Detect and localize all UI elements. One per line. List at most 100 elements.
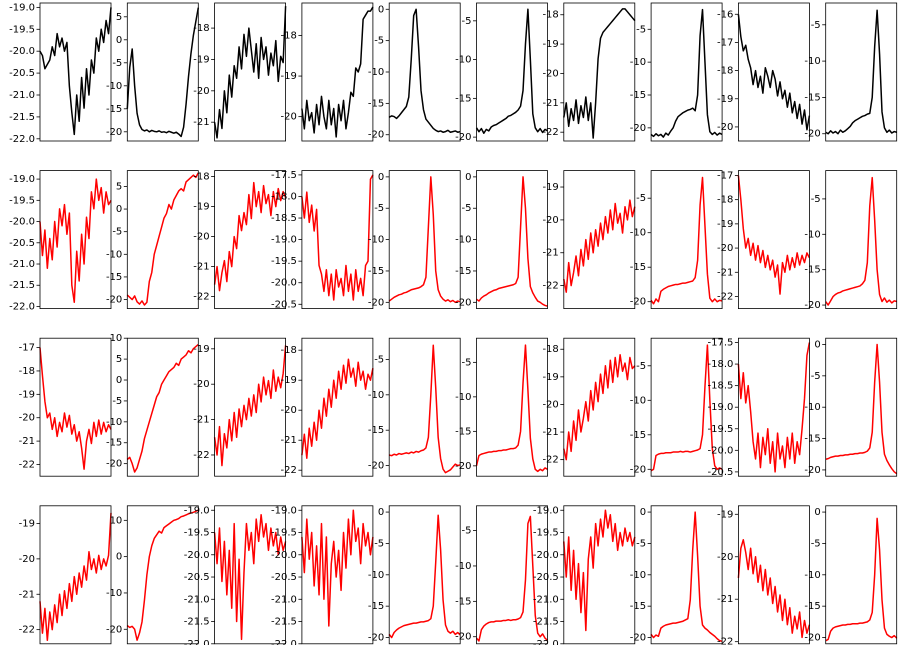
- y-tick-label: -19: [281, 71, 297, 82]
- series-line: [213, 345, 287, 467]
- subplot: -19 -20 -21 -22: [542, 170, 636, 310]
- y-tick-label: -19.0: [271, 505, 297, 516]
- y-tick-label: -10: [455, 392, 471, 403]
- y-tick-label: -20: [368, 633, 384, 644]
- subplot: -19.0 -19.5 -20.0 -20.5 -21.0 -21.5 -22.0: [9, 170, 112, 312]
- series-line: [301, 358, 374, 459]
- y-tick-label: -15: [106, 438, 122, 449]
- y-tick-label: -19.0: [708, 402, 734, 413]
- y-tick-label: -20: [542, 399, 558, 410]
- y-tick-label: -5: [374, 354, 384, 365]
- y-tick-label: -20.5: [271, 572, 297, 583]
- y-tick-label: 5: [116, 181, 122, 192]
- y-tick-label: 0: [378, 172, 384, 183]
- y-tick-label: -15: [630, 262, 646, 273]
- y-tick-label: 0: [640, 507, 646, 518]
- y-tick-label: -15: [804, 265, 820, 276]
- subplot: -5 -10 -15 -20: [455, 2, 548, 143]
- plot-frame: [825, 505, 898, 645]
- series-line: [825, 9, 897, 135]
- y-tick-label: -10: [368, 390, 384, 401]
- y-tick-label: -20: [542, 215, 558, 226]
- y-tick-label: -10: [106, 249, 122, 260]
- series-line: [650, 176, 723, 305]
- y-tick-label: -19: [193, 54, 209, 65]
- y-tick-label: -21: [281, 435, 297, 446]
- y-tick-label: -15: [455, 596, 471, 607]
- subplot: -19 -20 -21 -22: [193, 337, 287, 477]
- y-tick-label: -20.5: [9, 238, 35, 249]
- subplot: 0 -5 -10 -15 -20: [368, 2, 461, 142]
- y-tick-label: -17: [717, 170, 733, 181]
- plot-frame: [301, 505, 374, 645]
- plot-frame: [301, 337, 374, 477]
- y-tick-label: -20: [455, 132, 471, 143]
- y-tick-label: -20: [630, 464, 646, 475]
- series-line: [126, 172, 199, 306]
- y-tick-label: -21.5: [271, 617, 297, 628]
- plot-frame: [388, 505, 461, 645]
- y-tick-label: -20: [717, 243, 733, 254]
- y-tick-label: -21.5: [9, 112, 35, 123]
- y-tick-label: -22.0: [533, 639, 559, 645]
- series-line: [475, 8, 548, 134]
- y-tick-label: -15: [455, 93, 471, 104]
- y-tick-label: -19.0: [9, 174, 35, 185]
- y-tick-label: -20: [281, 405, 297, 416]
- subplot: 10 5 0 -5 -10 -15 -20: [106, 333, 199, 477]
- subplot: -5 -10 -15 -20: [804, 170, 898, 311]
- subplot: 0 -5 -10 -15 -20: [630, 505, 723, 645]
- y-tick-label: -5: [374, 203, 384, 214]
- y-tick-label: -10: [106, 81, 122, 92]
- y-tick-label: 10: [110, 515, 123, 526]
- y-tick-label: -20: [804, 633, 820, 644]
- subplot: -19 -20 -21 -22: [19, 505, 112, 645]
- y-tick-label: -20.0: [184, 550, 210, 561]
- series-line: [650, 511, 723, 643]
- y-tick-label: -22: [542, 455, 558, 466]
- y-tick-label: 0: [378, 507, 384, 518]
- subplot: -5 -10 -15 -20: [455, 337, 548, 477]
- plot-frame: [650, 337, 723, 477]
- plot-frame: [214, 505, 287, 645]
- series-line: [39, 512, 112, 642]
- series-line: [563, 199, 636, 293]
- plot-frame: [214, 337, 287, 477]
- y-tick-label: -21: [717, 594, 733, 605]
- y-tick-label: -20: [630, 633, 646, 644]
- series-line: [213, 6, 287, 139]
- y-tick-label: -5: [462, 203, 472, 214]
- y-tick-label: -20: [106, 624, 122, 635]
- y-tick-label: -21: [193, 415, 209, 426]
- y-tick-label: -20.5: [533, 572, 559, 583]
- y-tick-label: -5: [636, 361, 646, 372]
- subplot: -17 -18 -19 -20 -21 -22: [19, 337, 112, 477]
- y-tick-label: -19: [717, 219, 733, 230]
- y-tick-label: -10: [804, 402, 820, 413]
- series-line: [650, 344, 723, 472]
- y-tick-label: -20.0: [271, 550, 297, 561]
- plot-frame: [39, 337, 112, 477]
- subplot: 0 -5 -10 -15 -20: [804, 505, 898, 645]
- y-tick-label: 0: [814, 507, 820, 518]
- series-line: [737, 14, 811, 131]
- y-tick-label: -15: [630, 90, 646, 101]
- y-tick-label: -22.0: [271, 639, 297, 645]
- series-line: [301, 509, 374, 627]
- y-tick-label: -19.0: [271, 235, 297, 246]
- plot-frame: [388, 2, 461, 142]
- plot-frame: [476, 170, 548, 310]
- series-line: [301, 6, 374, 138]
- subplot: -5 -10 -15 -20: [804, 2, 898, 142]
- y-tick-label: -18.0: [708, 359, 734, 370]
- y-tick-label: -10: [630, 228, 646, 239]
- y-tick-label: -21: [193, 262, 209, 273]
- y-tick-label: -21.5: [9, 280, 35, 291]
- y-tick-label: -10: [368, 235, 384, 246]
- y-tick-label: -22.0: [184, 639, 210, 645]
- y-tick-label: -17.5: [708, 338, 734, 349]
- y-tick-label: -21.0: [533, 594, 559, 605]
- y-tick-label: -15: [804, 434, 820, 445]
- y-tick-label: -19: [193, 202, 209, 213]
